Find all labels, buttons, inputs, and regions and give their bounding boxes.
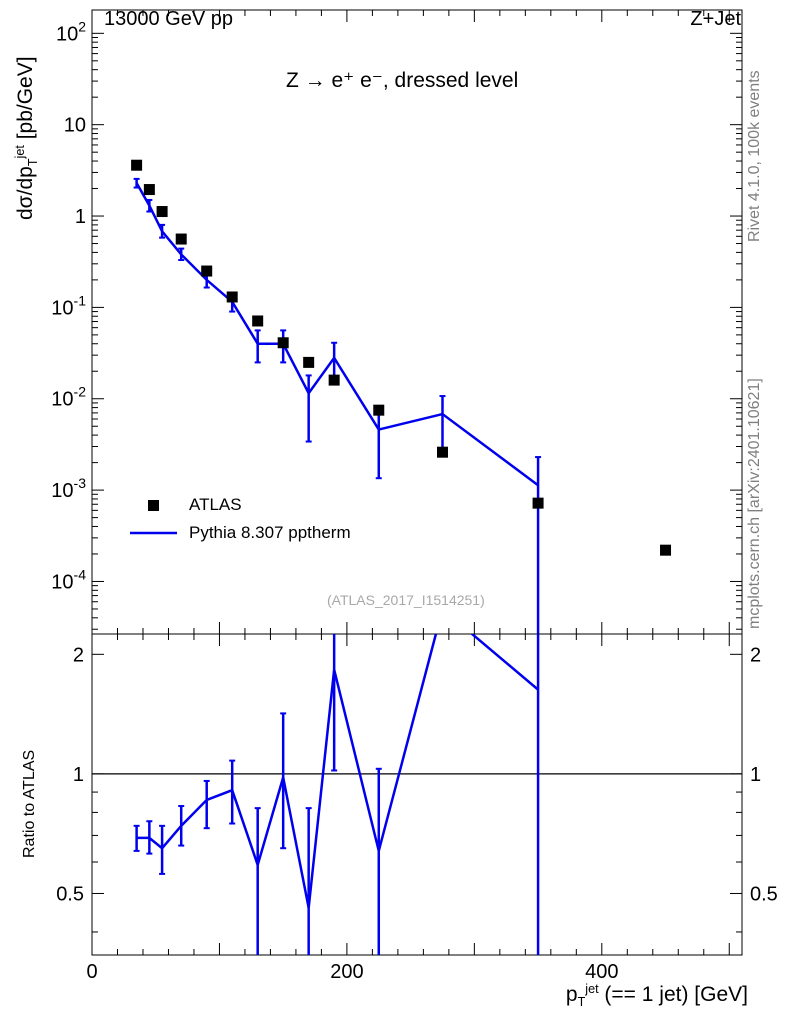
atlas-data-point — [660, 544, 672, 556]
ratio-y-tick-label-left: 0.5 — [56, 883, 84, 905]
legend-entry-pythia: Pythia 8.307 pptherm — [189, 523, 351, 542]
atlas-data-point — [532, 497, 544, 509]
main-y-tick-label: 1 — [75, 206, 86, 228]
main-y-tick-label: 10-4 — [51, 566, 86, 593]
atlas-data-point — [201, 265, 213, 277]
atlas-data-point — [277, 337, 289, 349]
atlas-data-point — [303, 356, 315, 368]
atlas-data-point — [156, 206, 168, 218]
main-panel-axes: 10-4 10-3 10-2 10-1 1 10 102 — [51, 9, 743, 635]
ratio-y-axis-label: Ratio to ATLAS — [21, 749, 38, 858]
ratio-y-tick-label-right: 2 — [750, 644, 761, 666]
ratio-x-tick-label: 400 — [585, 961, 618, 983]
atlas-data-point — [131, 159, 143, 171]
process-label: Z → e⁺ e⁻, dressed level — [286, 69, 519, 92]
mc-series-line — [135, 182, 539, 487]
header-energy: 13000 GeV pp — [104, 8, 233, 30]
ratio-y-tick-label-right: 0.5 — [750, 883, 778, 905]
ratio-y-tick-label-left: 2 — [73, 644, 84, 666]
atlas-data-point — [252, 315, 264, 327]
ratio-x-tick-label: 0 — [86, 961, 97, 983]
ratio-panel-axes: 0 200 400 0.5 0.5 1 1 2 2 — [56, 633, 778, 983]
ratio-series-line — [136, 634, 539, 909]
ratio-frame — [91, 633, 743, 956]
atlas-data-point — [328, 374, 340, 386]
main-y-tick-label: 10-3 — [51, 475, 86, 502]
side-label-rivet: Rivet 4.1.0, 100k events — [746, 70, 763, 242]
legend-entry-atlas: ATLAS — [189, 495, 242, 514]
main-y-tick-label: 10-1 — [51, 292, 86, 319]
side-label-mcplots: mcplots.cern.ch [arXiv:2401.10621] — [746, 378, 763, 629]
atlas-data-point — [373, 404, 385, 416]
analysis-label: (ATLAS_2017_I1514251) — [327, 592, 485, 608]
main-y-tick-label: 102 — [56, 18, 86, 45]
atlas-data-point — [175, 233, 187, 245]
main-y-axis-label: dσ/dpTjet [pb/GeV] — [13, 56, 41, 220]
atlas-data-point — [436, 446, 448, 458]
ratio-panel-marks — [133, 634, 540, 955]
legend-atlas-marker — [148, 500, 159, 511]
main-panel-marks — [131, 159, 672, 634]
ratio-y-tick-label-right: 1 — [750, 764, 761, 786]
x-axis-label: pTjet (== 1 jet) [GeV] — [565, 982, 748, 1010]
main-y-tick-label: 10-2 — [51, 384, 86, 411]
atlas-data-point — [143, 184, 155, 196]
ratio-y-tick-label-left: 1 — [73, 764, 84, 786]
atlas-data-point — [226, 291, 238, 303]
ratio-x-tick-label: 200 — [330, 961, 363, 983]
header-process: Z+Jet — [690, 8, 741, 30]
main-y-tick-label: 10 — [64, 115, 86, 137]
legend-marks — [130, 500, 177, 535]
